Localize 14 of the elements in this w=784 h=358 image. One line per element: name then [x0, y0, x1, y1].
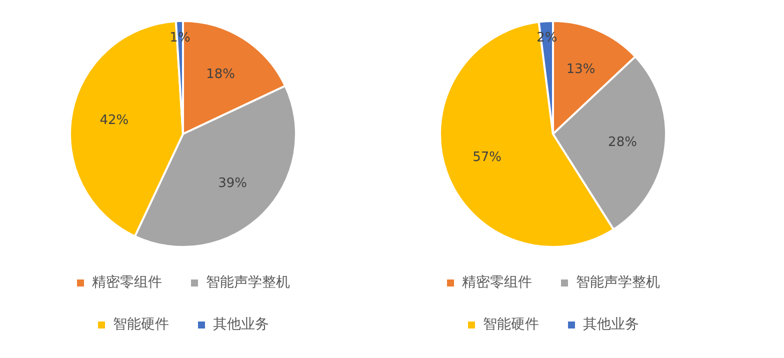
data-label: 39% [218, 176, 247, 191]
legend-label: 精密零组件 [92, 274, 162, 291]
legend-label: 其他业务 [583, 316, 639, 333]
data-label: 42% [100, 113, 129, 128]
legend-label: 智能声学整机 [206, 274, 290, 291]
data-label: 13% [566, 62, 596, 78]
data-label: 28% [608, 135, 637, 150]
data-label: 57% [472, 150, 502, 166]
legend-label: 智能硬件 [483, 316, 539, 333]
legend-label: 智能声学整机 [576, 274, 660, 291]
legend-label: 其他业务 [213, 316, 269, 333]
legend-label: 智能硬件 [113, 316, 169, 333]
data-label: 18% [206, 67, 235, 82]
legend-label: 精密零组件 [462, 274, 532, 291]
